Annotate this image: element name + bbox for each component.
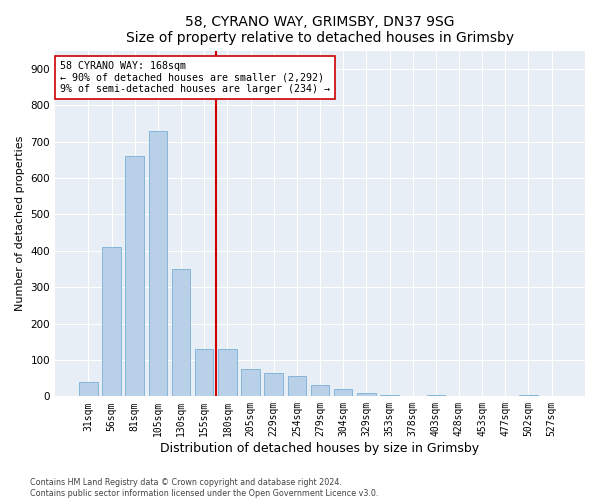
Bar [125, 156, 144, 396]
Bar [287, 376, 306, 396]
Bar [427, 394, 445, 396]
Bar [357, 392, 376, 396]
X-axis label: Distribution of detached houses by size in Grimsby: Distribution of detached houses by size … [160, 442, 479, 455]
Bar [218, 349, 236, 397]
Bar [172, 269, 190, 396]
Text: 58 CYRANO WAY: 168sqm
← 90% of detached houses are smaller (2,292)
9% of semi-de: 58 CYRANO WAY: 168sqm ← 90% of detached … [61, 61, 331, 94]
Bar [380, 394, 399, 396]
Text: Contains HM Land Registry data © Crown copyright and database right 2024.
Contai: Contains HM Land Registry data © Crown c… [30, 478, 379, 498]
Bar [79, 382, 98, 396]
Bar [195, 349, 214, 397]
Bar [102, 247, 121, 396]
Bar [149, 130, 167, 396]
Bar [519, 394, 538, 396]
Title: 58, CYRANO WAY, GRIMSBY, DN37 9SG
Size of property relative to detached houses i: 58, CYRANO WAY, GRIMSBY, DN37 9SG Size o… [126, 15, 514, 45]
Y-axis label: Number of detached properties: Number of detached properties [15, 136, 25, 311]
Bar [334, 389, 352, 396]
Bar [311, 386, 329, 396]
Bar [265, 372, 283, 396]
Bar [241, 369, 260, 396]
